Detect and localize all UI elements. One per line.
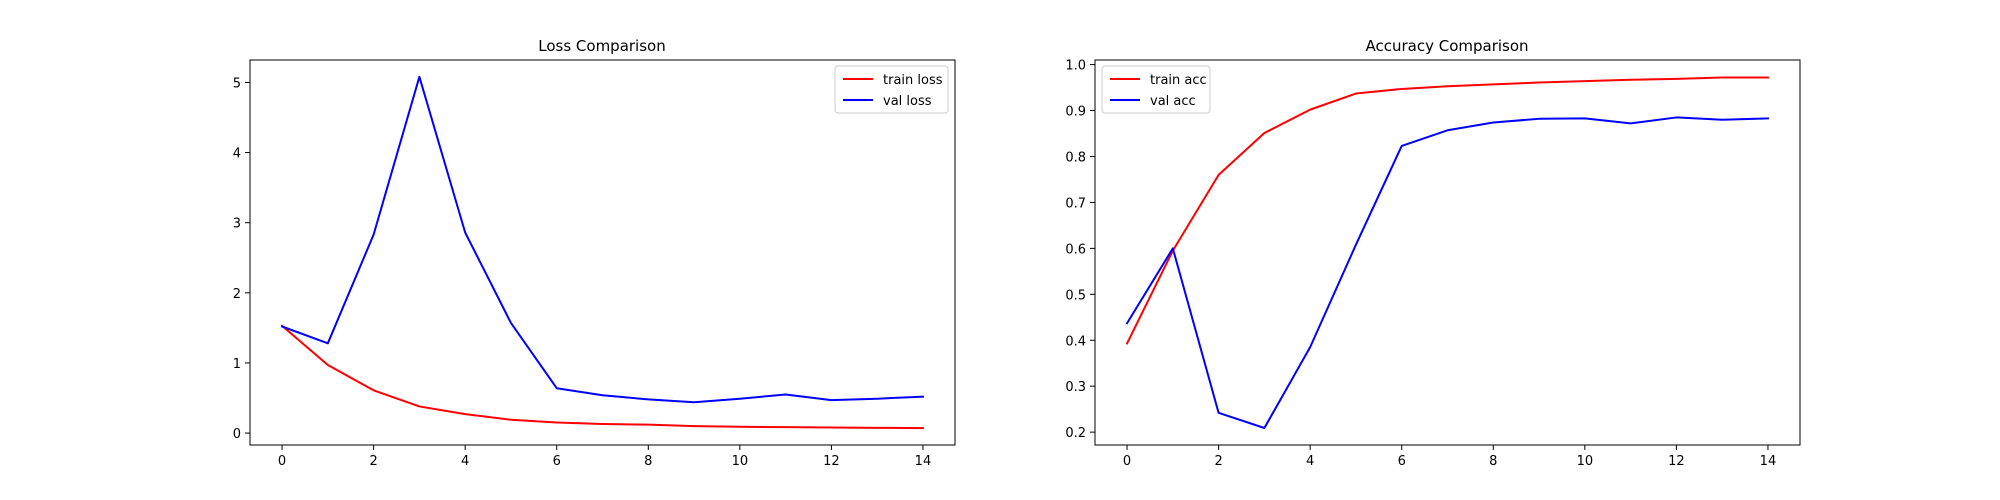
y-tick-label: 2 <box>233 287 241 302</box>
y-tick-label: 0.6 <box>1065 242 1086 257</box>
loss-series-group <box>280 75 924 430</box>
loss-legend-box <box>834 65 949 114</box>
x-tick-label: 8 <box>644 454 652 469</box>
accuracy-legend: train acc val acc <box>1101 65 1211 114</box>
accuracy-series-group <box>1125 76 1769 429</box>
legend-label-val-loss: val loss <box>883 94 932 109</box>
x-tick-label: 2 <box>369 454 377 469</box>
x-tick-label: 12 <box>1668 454 1685 469</box>
x-tick-label: 12 <box>823 454 840 469</box>
y-tick-label: 0.4 <box>1065 334 1086 349</box>
x-tick-label: 4 <box>461 454 469 469</box>
y-tick-label: 0.9 <box>1065 105 1086 120</box>
y-tick-label: 4 <box>233 147 241 162</box>
x-tick-label: 4 <box>1306 454 1314 469</box>
x-tick-label: 0 <box>1123 454 1131 469</box>
y-tick-label: 0.5 <box>1065 288 1086 303</box>
accuracy-legend-box <box>1101 65 1211 114</box>
x-tick-label: 6 <box>553 454 561 469</box>
x-tick-label: 2 <box>1214 454 1222 469</box>
accuracy-chart-title: Accuracy Comparison <box>1365 37 1528 55</box>
x-tick-label: 10 <box>732 454 749 469</box>
accuracy-comparison-chart: Accuracy Comparison 0 2 4 6 8 10 12 14 0.2 0.3 0.4… <box>1065 37 1801 469</box>
y-tick-label: 0.3 <box>1065 380 1086 395</box>
legend-label-train-loss: train loss <box>883 73 943 88</box>
accuracy-plot-frame <box>1094 59 1801 446</box>
series-line-train-loss <box>280 324 924 430</box>
series-line-val-loss <box>280 75 924 404</box>
legend-label-train-acc: train acc <box>1150 73 1207 88</box>
x-tick-label: 8 <box>1489 454 1497 469</box>
x-tick-label: 6 <box>1398 454 1406 469</box>
x-tick-label: 0 <box>278 454 286 469</box>
y-tick-label: 1.0 <box>1065 59 1086 74</box>
loss-chart-title: Loss Comparison <box>538 37 665 55</box>
y-tick-label: 5 <box>233 76 241 91</box>
x-tick-label: 14 <box>915 454 932 469</box>
y-tick-label: 0.2 <box>1065 426 1086 441</box>
y-tick-label: 0 <box>233 427 241 442</box>
loss-legend: train loss val loss <box>834 65 949 114</box>
x-tick-label: 14 <box>1760 454 1777 469</box>
series-line-train-acc <box>1125 76 1769 345</box>
y-tick-label: 1 <box>233 357 241 372</box>
loss-plot-frame <box>249 59 956 446</box>
y-tick-label: 3 <box>233 217 241 232</box>
series-line-val-acc <box>1125 116 1769 429</box>
y-tick-label: 0.8 <box>1065 150 1086 165</box>
y-tick-label: 0.7 <box>1065 196 1086 211</box>
x-tick-label: 10 <box>1577 454 1594 469</box>
accuracy-ticks-group: 0 2 4 6 8 10 12 14 0.2 0.3 0.4 0.5 0.6 0.7 0.8 0.9 1.0 <box>1065 59 1776 469</box>
legend-label-val-acc: val acc <box>1150 94 1196 109</box>
